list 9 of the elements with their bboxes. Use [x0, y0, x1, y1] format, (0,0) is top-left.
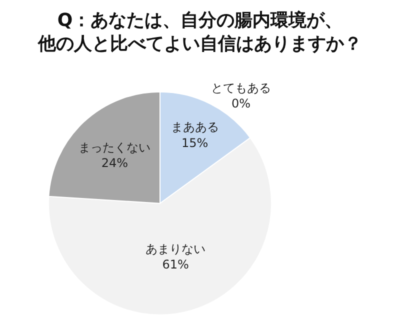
data-label: 15% [181, 136, 208, 150]
slice-label: あまりない [146, 242, 206, 256]
slice-label: まったくない [78, 140, 151, 154]
chart-title: Q：あなたは、自分の腸内環境が、他の人と比べてよい自信はありますか？ [37, 10, 362, 55]
category-label: とてもある [211, 81, 271, 95]
data-label: 61% [162, 258, 189, 272]
data-label: 24% [101, 156, 128, 170]
text: 0% [231, 96, 251, 111]
slice-label: まあある [170, 120, 219, 134]
